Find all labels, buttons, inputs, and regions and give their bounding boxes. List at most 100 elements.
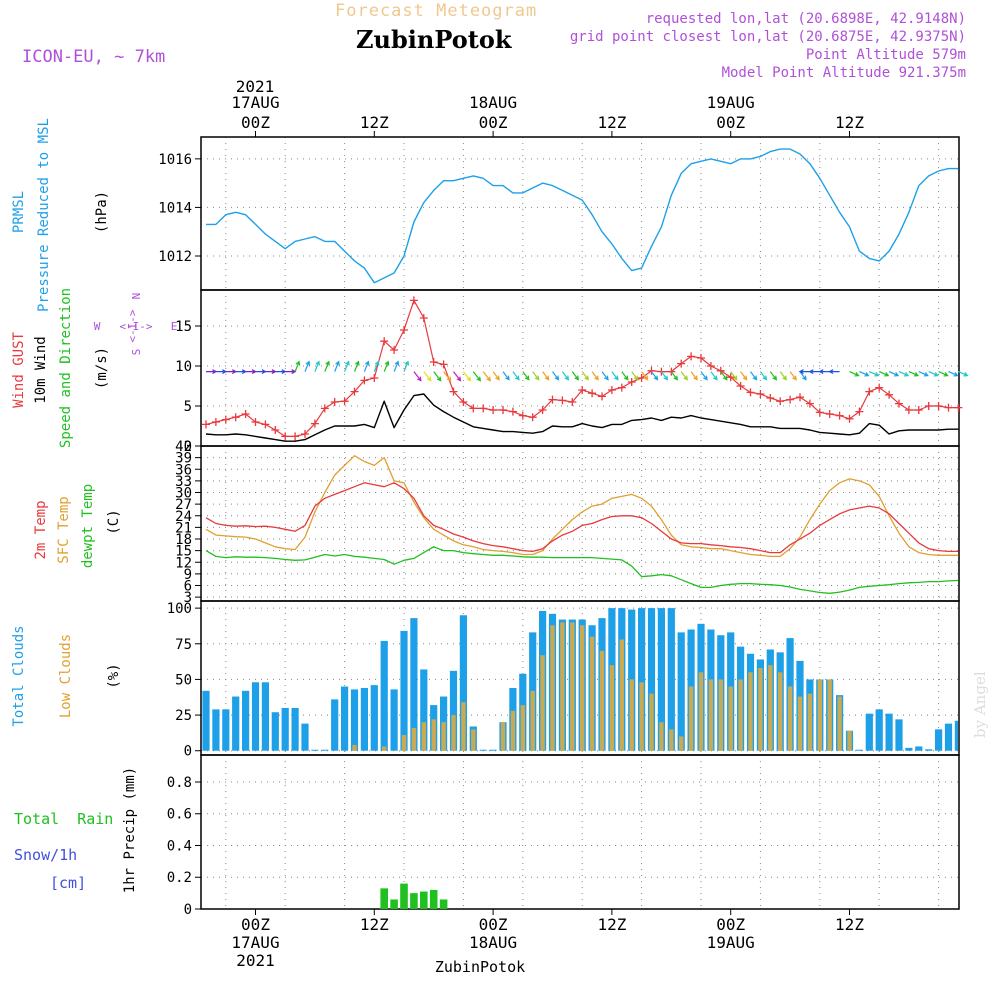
total-cloud-bar (905, 747, 913, 751)
wind-gust-marker (390, 346, 399, 354)
wind-gust-marker (221, 415, 230, 424)
wind-direction-arrow (680, 371, 688, 381)
wind-gust-marker (380, 337, 389, 346)
low-cloud-bar (510, 710, 516, 751)
total-cloud-bar (885, 713, 893, 751)
total-cloud-bar (251, 682, 260, 751)
y-tick-label: 0 (184, 744, 192, 760)
wind-gust-marker (489, 406, 498, 414)
wind-direction-arrow (294, 360, 301, 372)
low-cloud-bar (589, 636, 595, 751)
low-cloud-bar (787, 686, 793, 751)
y-tick-label: 50 (175, 672, 192, 688)
top-date-label: 19AUG (707, 93, 755, 112)
compass-north: N (130, 293, 143, 300)
wind-direction-arrow (660, 371, 669, 381)
compass-south: S (130, 349, 143, 356)
total-cloud-bar (212, 709, 220, 751)
y-tick-label: 5 (184, 399, 192, 415)
wind-direction-arrow (700, 371, 708, 381)
wind-gust-marker (598, 392, 606, 401)
wind-gust-marker (429, 358, 438, 366)
wind-gust-marker (706, 362, 715, 370)
total-cloud-bar (202, 690, 210, 751)
wind-panel: 0 5 10 15 (175, 289, 969, 455)
wind-direction-arrow (878, 371, 890, 377)
wind-labels: Wind GUST 10m Wind Speed and Direction (… (11, 288, 110, 448)
wind-direction-arrow (363, 360, 370, 372)
wind-direction-arrow (304, 360, 311, 372)
wind-gust-marker (895, 399, 903, 408)
wind-direction-arrow (818, 369, 830, 375)
total-cloud-bar (865, 713, 873, 751)
precip-unit-label: 1hr Precip (mm) (122, 767, 138, 893)
wind-direction-arrow (789, 371, 797, 381)
wind-gust-marker (944, 403, 953, 412)
wind-gust-marker (726, 373, 735, 382)
total-cloud-bar (944, 723, 953, 751)
low-cloud-bar (599, 650, 605, 751)
point-altitude: Point Altitude 579m (806, 47, 966, 63)
low-cloud-bar (570, 622, 575, 751)
y-tick-label: 25 (175, 708, 192, 724)
closest-coords: grid point closest lon,lat (20.6875E, 42… (570, 29, 966, 45)
wind-direction-arrow (591, 371, 599, 381)
wind-direction-arrow (472, 371, 482, 382)
wind-direction-arrow (413, 371, 422, 382)
wind-gust-marker (805, 399, 814, 408)
dewpoint-line (205, 546, 959, 594)
wind-compass: N S W E <-I-> <-I-> (94, 293, 178, 356)
low-cloud-bar (708, 679, 714, 751)
wind-gust-marker (400, 326, 408, 334)
model-altitude: Model Point Altitude 921.375m (722, 65, 966, 81)
low-cloud-bar (728, 686, 733, 751)
bottom-date-label: 19AUG (707, 933, 755, 952)
bottom-year-label: 2021 (236, 951, 275, 970)
wind-gust-marker (697, 354, 705, 362)
total-cloud-bar (459, 615, 467, 751)
temperature-labels: 2m Temp SFC Temp dewpt Temp (C) (33, 484, 122, 568)
total-cloud-bar (321, 749, 329, 751)
precip-panel: 0 0.2 0.4 0.6 0.8 (167, 754, 960, 918)
wind-gust-marker (607, 386, 616, 394)
wind-direction-arrow (403, 360, 410, 372)
wind-direction-arrow (215, 369, 228, 375)
sfc-temp-line (205, 455, 959, 558)
temp-unit-label: (C) (106, 509, 122, 534)
wind-gust-marker (588, 389, 597, 398)
wind-direction-arrow (828, 369, 840, 375)
low-cloud-bar (817, 679, 822, 751)
wind-10m-line (205, 393, 959, 442)
wind-direction-arrow (324, 360, 330, 372)
wind-direction-arrow (265, 369, 277, 375)
total-cloud-bar (489, 749, 497, 751)
wind-direction-arrow (453, 371, 462, 382)
wind-direction-arrow (690, 371, 698, 381)
low-cloud-bar (619, 639, 624, 751)
wind-gust-marker (340, 397, 349, 406)
low-cloud-bar (837, 696, 842, 751)
total-cloud-bar (479, 749, 487, 751)
low-cloud-bar (688, 686, 694, 751)
wind-gust-marker (330, 398, 339, 406)
wind-direction-arrow (423, 371, 432, 382)
wind-gust-marker (548, 395, 557, 404)
wind-direction-arrow (462, 371, 472, 382)
y-tick-label: 0.2 (167, 870, 192, 886)
wind-gust-marker (687, 352, 696, 361)
wind-direction-arrow (581, 371, 589, 381)
rain-bar (410, 893, 418, 909)
total-cloud-bar (410, 618, 418, 751)
y-tick-label: 27 (175, 497, 192, 513)
wind-gust-marker (617, 383, 626, 392)
wind-direction-arrow (798, 369, 810, 375)
wind-gust-marker (627, 378, 636, 386)
wind-gust-marker (271, 426, 280, 434)
clouds-panel: 0 25 50 75 100 (167, 600, 960, 760)
wind-direction-arrow (759, 371, 768, 381)
low-cloud-bar (718, 679, 723, 751)
wind-gust-marker (914, 406, 923, 414)
low-cloud-bar (738, 679, 743, 751)
